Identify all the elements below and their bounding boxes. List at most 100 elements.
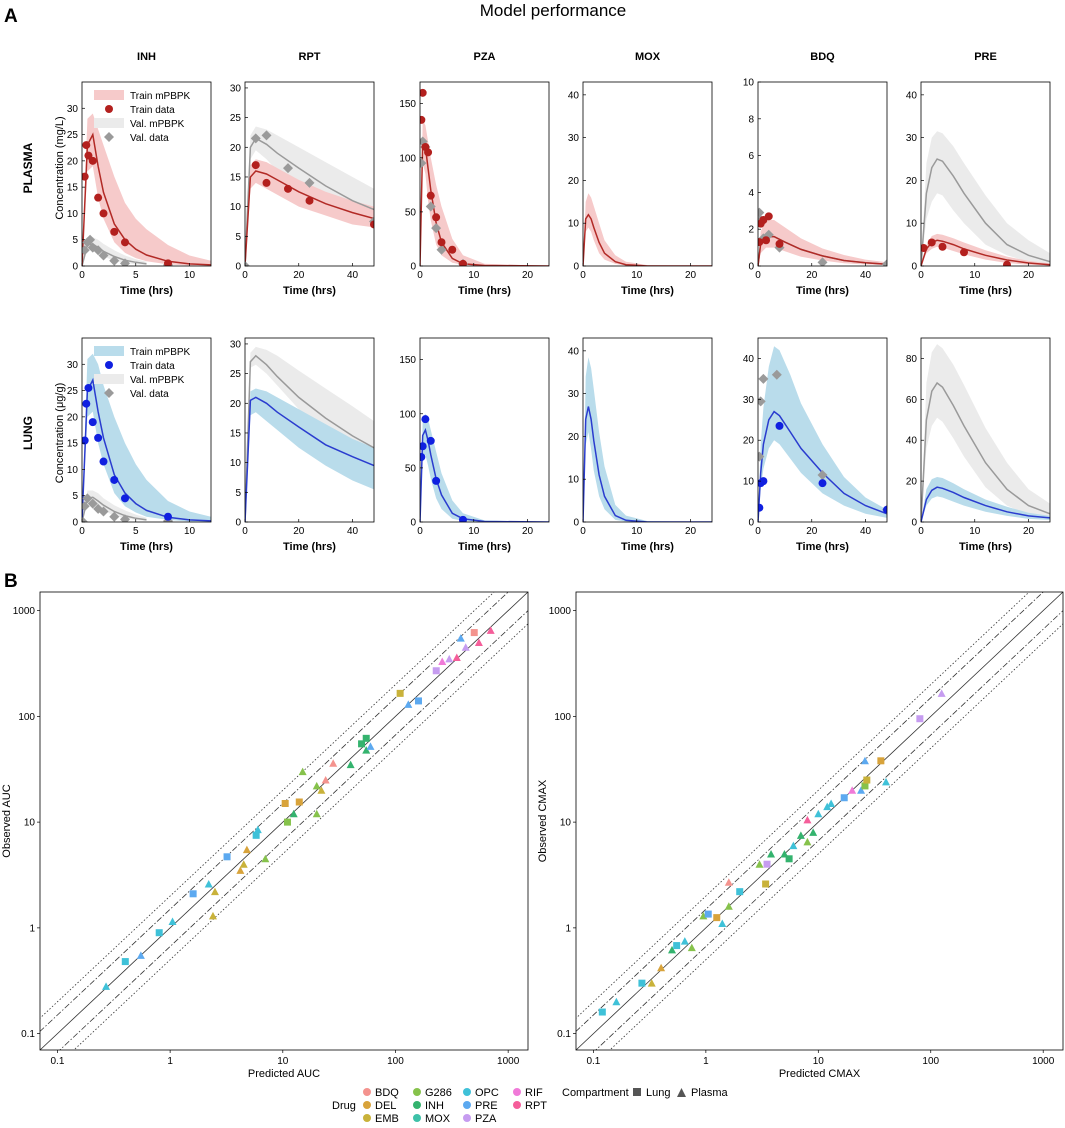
train-data-point (94, 193, 103, 202)
y-tick-label: 15 (230, 428, 242, 439)
plot-content (758, 207, 887, 266)
data-point-plasma-emb (317, 786, 326, 794)
data-point-plasma-inh (796, 831, 805, 839)
train-data-point (284, 184, 292, 193)
y-tick-label: 30 (67, 360, 79, 371)
legend-drug-label-del: DEL (375, 1100, 396, 1112)
legend-drug-swatch-del (363, 1101, 371, 1109)
x-axis-label: Time (hrs) (120, 285, 173, 297)
train-data-point (426, 436, 435, 445)
x-axis-label: Time (hrs) (621, 541, 674, 553)
y-tick-label: 100 (18, 712, 35, 723)
y-tick-label: 20 (906, 477, 918, 488)
y-tick-label: 25 (67, 130, 79, 141)
train-data-point (110, 227, 119, 236)
x-tick-label: 0 (755, 270, 761, 281)
data-point-lung-pre (189, 890, 197, 898)
y-tick-label: 30 (568, 389, 580, 400)
legend-drug-label-pza: PZA (475, 1113, 497, 1123)
chart-lung-bdq: 0 20 40 0 10 20 30 40 Time (hrs) (743, 337, 888, 553)
y-tick-label: 100 (399, 153, 416, 164)
x-tick-label: 10 (813, 1056, 825, 1067)
plot-frame (757, 337, 888, 523)
train-data-point (164, 512, 172, 521)
legend-drug-swatch-rpt (513, 1101, 521, 1109)
x-tick-label: 20 (685, 526, 697, 537)
train-data-point (420, 442, 427, 451)
train-data-point (426, 191, 435, 200)
y-tick-label: 30 (230, 83, 242, 94)
legend-drug-swatch-rif (513, 1088, 521, 1096)
x-axis-label: Time (hrs) (120, 541, 173, 553)
drug-column-title: INH (137, 51, 156, 63)
y-tick-label: 20 (230, 399, 242, 410)
x-axis-label: Time (hrs) (458, 285, 511, 297)
plot-frame (757, 81, 888, 267)
y-tick-label: 150 (399, 355, 416, 366)
y-tick-label: 150 (399, 99, 416, 110)
data-point-lung-opc (252, 831, 260, 839)
x-tick-label: 20 (1023, 526, 1035, 537)
train-mpbpk-band (758, 220, 887, 266)
legend-lung-label: Lung (646, 1087, 670, 1099)
train-data-point (262, 178, 271, 187)
x-tick-label: 20 (1023, 270, 1035, 281)
train-data-point (921, 244, 928, 253)
data-point-plasma-del (242, 845, 251, 854)
train-mpbpk-band (245, 159, 374, 266)
train-data-point (758, 503, 764, 512)
val-data-point (758, 207, 765, 218)
x-tick-label: 40 (347, 270, 359, 281)
train-data-point (424, 148, 433, 157)
y-tick-label: 1 (29, 923, 35, 934)
legend-drug-label-mox: MOX (425, 1113, 451, 1123)
y-tick-label: 10 (743, 477, 755, 488)
train-data-point (420, 115, 426, 124)
legend-train-band-swatch (94, 346, 124, 356)
val-data-point (431, 223, 442, 234)
val-data-point (758, 396, 766, 407)
y-axis-label-group: Observed CMAX (537, 779, 549, 862)
plot-frame (39, 591, 529, 1051)
chart-plasma-mox: MOX 0 10 20 0 10 20 30 40 Time (hrs) (568, 51, 713, 297)
y-tick-label: 40 (906, 90, 918, 101)
x-tick-label: 1 (703, 1056, 709, 1067)
drug-column-title: PRE (974, 51, 997, 63)
y-tick-label: 0 (235, 262, 241, 273)
x-tick-label: 40 (347, 526, 359, 537)
y-tick-label: 40 (568, 90, 580, 101)
legend-val-data-label: Val. data (130, 389, 169, 400)
train-data-point (762, 236, 771, 245)
val-data-point (82, 245, 90, 256)
legend-drug-title: Drug (332, 1100, 356, 1112)
legend-lung: Train mPBPK Train data Val. mPBPK Val. data (94, 346, 191, 400)
data-point-plasma-del (236, 866, 245, 874)
val-data-point (817, 469, 828, 480)
legend-val-data-swatch (104, 132, 114, 142)
y-tick-label: 4 (748, 188, 754, 199)
y-tick-label: 30 (568, 133, 580, 144)
x-tick-label: 20 (685, 270, 697, 281)
legend-train-data-label: Train data (130, 105, 175, 116)
val-data-point (120, 514, 130, 522)
y-tick-label: 50 (405, 207, 417, 218)
train-data-point (121, 494, 129, 503)
data-point-plasma-rpt (803, 815, 812, 824)
train-data-point (960, 248, 968, 257)
x-tick-label: 40 (860, 526, 872, 537)
y-tick-label: 0 (911, 262, 917, 273)
data-point-lung-opc (736, 888, 744, 896)
legend-b: Drug BDQDELEMBG286INHMOXOPCPREPZARIFRPT … (332, 1087, 729, 1125)
train-data-point (110, 475, 119, 484)
y-tick-label: 0 (72, 262, 78, 273)
data-point-lung-g286 (861, 782, 869, 790)
legend-train-band-swatch (94, 90, 124, 100)
legend-drug-swatch-inh (413, 1101, 421, 1109)
chart-plasma-pza: PZA 0 10 20 0 50 100 150 Time (hrs) (399, 51, 550, 297)
legend-val-mpbpk-label: Val. mPBPK (130, 375, 185, 386)
svg-text:PLASMA: PLASMA (21, 142, 35, 193)
x-tick-label: 5 (133, 270, 139, 281)
train-data-point (938, 242, 947, 251)
